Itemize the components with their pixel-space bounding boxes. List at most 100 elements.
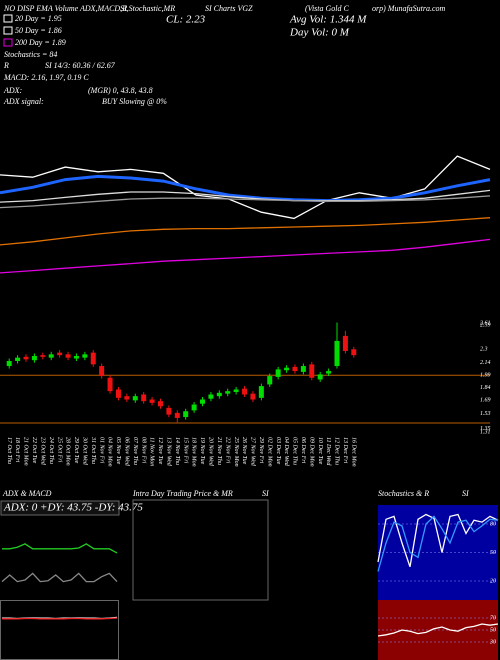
x-tick-label: 17 Oct Thu: [6, 437, 12, 464]
candle-body: [57, 352, 63, 356]
candle-body: [216, 392, 222, 397]
x-tick-label: 22 Nov Fri: [224, 437, 230, 464]
y-tick-label: 20: [490, 578, 496, 584]
y-tick-label: 1.35: [480, 426, 491, 432]
x-tick-label: 08 Nov Fri: [140, 437, 146, 464]
candle-body: [242, 388, 248, 395]
y-tick-label: 70: [490, 615, 496, 621]
series-line: [377, 513, 499, 568]
series-line: [0, 238, 491, 274]
series-line: [1, 572, 118, 583]
header-text: orp) MunafaSutra.com: [372, 4, 446, 13]
legend-text: 200 Day = 1.89: [15, 38, 66, 47]
panel-frame: [132, 499, 269, 601]
series-line: [0, 189, 491, 203]
indicator-text: MACD: 2.16, 1.97, 0.19 C: [3, 73, 89, 82]
candle-body: [40, 355, 46, 357]
header-text: (Vista Gold C: [305, 4, 350, 13]
indicator-text: Stochastics = 84: [4, 50, 57, 59]
candle-body: [132, 396, 138, 401]
candle-body: [73, 355, 79, 359]
y-tick-label: 80: [490, 521, 496, 527]
candle-body: [326, 371, 332, 374]
candle-body: [250, 393, 256, 400]
candle-body: [107, 377, 113, 392]
x-tick-label: 26 Nov Tue: [241, 437, 247, 465]
panel-title: SI: [462, 489, 469, 498]
candle-body: [6, 361, 12, 367]
x-tick-label: 13 Dec Fri: [342, 437, 348, 464]
x-tick-label: 12 Dec Thu: [334, 437, 340, 465]
candle-body: [23, 356, 29, 360]
y-tick-label: 1.99: [480, 373, 491, 379]
x-tick-label: 13 Nov Wed: [166, 437, 172, 467]
x-tick-label: 07 Nov Thu: [132, 437, 138, 465]
series-line: [377, 515, 499, 572]
x-tick-label: 19 Nov Tue: [199, 437, 205, 465]
indicator-text: ADX:: [3, 86, 23, 95]
header-text: SI,Stochastic,MR: [120, 4, 175, 13]
header-text: SI Charts VGZ: [205, 4, 253, 13]
x-tick-label: 21 Nov Thu: [216, 437, 222, 465]
legend-text: 20 Day = 1.95: [15, 14, 62, 23]
y-tick-label: 2.59: [480, 322, 491, 328]
x-tick-label: 31 Oct Thu: [90, 436, 96, 464]
candle-body: [31, 355, 37, 361]
series-line: [0, 195, 491, 209]
candle-body: [99, 366, 105, 377]
x-tick-label: 06 Nov Wed: [123, 437, 129, 467]
candle-body: [183, 411, 189, 418]
avg-volume: Avg Vol: 1.344 M: [289, 14, 367, 26]
candle-body: [342, 335, 348, 351]
y-tick-label: 50: [490, 627, 496, 633]
x-tick-label: 25 Nov Mon: [233, 437, 239, 467]
y-tick-label: 2.3: [480, 347, 488, 353]
x-tick-label: 06 Dec Fri: [300, 437, 306, 464]
candle-body: [15, 357, 21, 362]
series-line: [0, 155, 491, 220]
x-tick-label: 11 Nov Mon: [149, 437, 155, 466]
legend-swatch: [3, 38, 13, 47]
x-tick-label: 01 Nov Fri: [98, 437, 104, 464]
x-tick-label: 11 Dec Wed: [325, 437, 331, 466]
indicator-text: (MGR) 0, 43.8, 43.8: [88, 86, 153, 95]
y-tick-label: 1.53: [480, 411, 491, 417]
indicator-text: ADX signal:: [3, 97, 44, 106]
candle-body: [317, 374, 323, 380]
candle-body: [292, 366, 298, 372]
x-tick-label: 14 Nov Thu: [174, 437, 181, 465]
indicator-text: BUY Slowing @ 0%: [102, 97, 167, 106]
x-tick-label: 20 Nov Wed: [208, 437, 214, 467]
panel-title: Stochastics & R: [378, 489, 429, 498]
candle-body: [284, 367, 290, 371]
panel-title: SI: [262, 489, 269, 498]
x-tick-label: 21 Oct Mon: [23, 437, 29, 466]
x-tick-label: 22 Oct Tue: [31, 437, 37, 464]
candle-body: [191, 404, 197, 411]
header-text: NO DISP EMA Volume ADX,MACD,R: [3, 4, 127, 13]
candle-body: [267, 376, 273, 385]
x-tick-label: 04 Nov Mon: [107, 437, 114, 467]
x-tick-label: 04 Dec Wed: [283, 437, 290, 467]
legend-swatch: [3, 26, 13, 35]
x-tick-label: 10 Dec Tue: [317, 437, 323, 465]
y-tick-label: 2.61: [480, 321, 491, 327]
x-tick-label: 12 Nov Tue: [157, 437, 163, 465]
y-tick-label: 30: [489, 639, 496, 645]
candle-body: [334, 340, 340, 367]
y-tick-label: 1.31: [480, 430, 491, 436]
candle-body: [65, 354, 71, 358]
legend-text: 50 Day = 1.86: [15, 26, 62, 35]
candle-body: [258, 386, 264, 398]
y-tick-label: 1.84: [480, 384, 491, 391]
candle-body: [157, 401, 163, 407]
x-tick-label: 18 Oct Fri: [14, 437, 20, 463]
panel-title: ADX & MACD: [2, 489, 52, 498]
candle-body: [208, 394, 214, 399]
x-tick-label: 28 Oct Mon: [65, 437, 71, 466]
close-price: CL: 2.23: [166, 14, 206, 26]
candle-body: [275, 369, 281, 377]
candle-body: [225, 391, 231, 394]
x-tick-label: 15 Nov Fri: [182, 437, 188, 464]
x-tick-label: 03 Dec Tue: [275, 437, 281, 465]
